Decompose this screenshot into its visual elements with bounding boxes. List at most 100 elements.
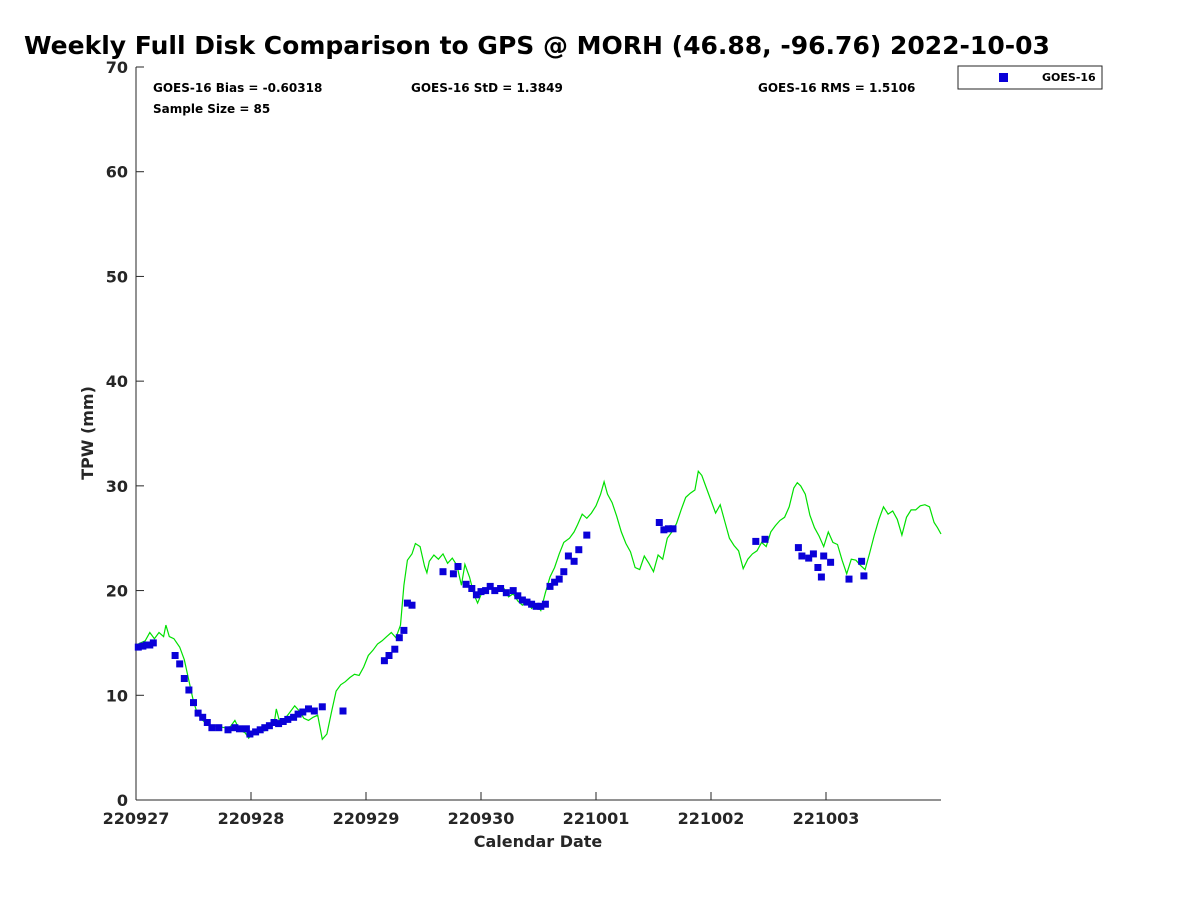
y-axis-label: TPW (mm) — [78, 386, 97, 480]
goes16-point — [242, 725, 250, 733]
goes16-point — [583, 531, 591, 539]
goes16-point — [575, 546, 583, 554]
goes16-point — [134, 643, 142, 651]
chart-title: Weekly Full Disk Comparison to GPS @ MOR… — [24, 31, 1050, 60]
goes16-point — [339, 707, 347, 715]
goes16-point — [655, 519, 663, 526]
goes16-point — [664, 525, 672, 533]
x-tick-label: 221003 — [793, 809, 860, 828]
goes16-point — [752, 537, 760, 545]
goes16-point — [518, 596, 526, 604]
y-tick-label: 20 — [106, 582, 128, 601]
goes16-point — [805, 554, 813, 562]
goes16-point — [290, 713, 298, 721]
goes16-point — [820, 552, 828, 560]
goes16-point — [265, 722, 273, 730]
goes16-point — [761, 535, 769, 543]
goes16-point — [380, 657, 388, 665]
y-tick-label: 0 — [117, 791, 128, 810]
goes16-point — [270, 719, 278, 726]
goes16-point — [171, 652, 179, 659]
goes16-point — [560, 568, 568, 576]
x-axis-label: Calendar Date — [474, 832, 603, 851]
goes16-point — [180, 675, 188, 682]
goes16-point — [176, 660, 184, 668]
y-tick-label: 40 — [106, 372, 128, 391]
goes16-point — [185, 686, 193, 694]
goes16-point — [468, 585, 476, 592]
goes16-point — [231, 724, 239, 732]
goes16-point — [454, 563, 462, 570]
goes16-point — [472, 591, 480, 599]
goes16-point — [408, 601, 416, 609]
y-tick-label: 70 — [106, 58, 128, 77]
goes16-point — [224, 726, 232, 734]
goes16-point — [546, 582, 554, 590]
goes16-point — [523, 598, 531, 606]
goes16-point — [537, 602, 545, 610]
goes16-point — [261, 724, 269, 732]
goes16-point — [564, 552, 572, 560]
goes16-point — [858, 557, 866, 565]
goes16-point — [299, 708, 307, 716]
goes16-point — [814, 564, 822, 571]
goes16-point — [497, 585, 505, 592]
goes16-point — [570, 557, 578, 565]
x-tick-label: 221001 — [563, 809, 630, 828]
goes16-point — [199, 713, 207, 721]
goes16-point — [798, 552, 806, 560]
goes16-point — [827, 558, 835, 566]
goes16-point — [528, 600, 536, 608]
goes16-point — [477, 588, 485, 596]
goes16-point — [486, 582, 494, 590]
rms-stat: GOES-16 RMS = 1.5106 — [758, 81, 915, 95]
goes16-point — [391, 645, 399, 653]
goes16-point — [809, 550, 817, 558]
goes16-point — [310, 707, 318, 715]
goes16-point — [669, 525, 677, 533]
goes16-point — [215, 724, 223, 732]
goes16-point — [236, 725, 243, 733]
goes16-point — [252, 728, 260, 736]
y-tick-label: 30 — [106, 477, 128, 496]
sample-size-stat: Sample Size = 85 — [153, 102, 270, 116]
goes16-point — [305, 705, 312, 713]
goes16-point — [551, 578, 559, 586]
goes16-point — [149, 639, 157, 647]
goes16-point — [794, 544, 802, 552]
goes16-point — [502, 589, 510, 597]
goes16-point — [555, 575, 563, 583]
y-axis-ticks: 0 10 20 30 40 50 60 70 — [106, 58, 144, 810]
plot-frame — [136, 67, 941, 800]
goes16-point — [817, 573, 825, 581]
goes16-point — [208, 724, 216, 732]
goes16-point — [194, 709, 202, 717]
x-tick-label: 220927 — [103, 809, 170, 828]
goes16-point — [190, 699, 197, 707]
x-tick-label: 221002 — [678, 809, 745, 828]
goes16-point — [246, 730, 254, 738]
goes16-point — [256, 726, 264, 734]
goes16-series — [134, 519, 868, 738]
goes16-point — [860, 572, 868, 580]
goes16-point — [449, 570, 457, 578]
legend: GOES-16 — [957, 65, 1103, 90]
goes16-point — [462, 580, 470, 588]
x-axis-ticks: 220927 220928 220929 220930 221001 221002 2210… — [103, 792, 860, 828]
goes16-point — [203, 719, 211, 726]
y-tick-label: 50 — [106, 267, 128, 286]
goes16-point — [284, 715, 292, 723]
goes16-point — [279, 718, 287, 725]
goes16-point — [491, 587, 499, 595]
goes16-point — [514, 592, 522, 600]
goes16-point — [532, 602, 540, 610]
goes16-point — [660, 526, 668, 534]
goes16-point — [385, 652, 393, 659]
x-tick-label: 220930 — [448, 809, 515, 828]
std-stat: GOES-16 StD = 1.3849 — [411, 81, 563, 95]
bias-stat: GOES-16 Bias = -0.60318 — [153, 81, 322, 95]
goes16-point — [294, 710, 302, 718]
goes16-point — [482, 587, 490, 595]
y-tick-label: 10 — [106, 686, 128, 705]
goes16-point — [439, 568, 447, 576]
